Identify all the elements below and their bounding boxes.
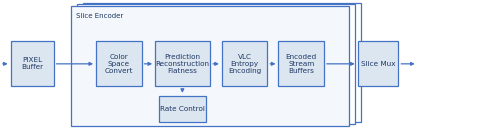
Text: VLC
Entropy
Encoding: VLC Entropy Encoding bbox=[228, 54, 261, 74]
Text: Slice Mux: Slice Mux bbox=[361, 61, 395, 67]
Bar bbox=[159, 96, 206, 122]
Bar bbox=[155, 41, 210, 86]
Bar bbox=[71, 6, 349, 126]
Text: Encoded
Stream
Buffers: Encoded Stream Buffers bbox=[286, 54, 317, 74]
Text: PIXEL
Buffer: PIXEL Buffer bbox=[21, 57, 43, 70]
Bar bbox=[278, 41, 324, 86]
Bar bbox=[11, 41, 54, 86]
Text: Color
Space
Convert: Color Space Convert bbox=[105, 54, 133, 74]
Text: Prediction
Reconstruction
Flatness: Prediction Reconstruction Flatness bbox=[156, 54, 210, 74]
Bar bbox=[77, 4, 355, 124]
Text: Slice Encoder: Slice Encoder bbox=[76, 13, 123, 19]
Bar bbox=[358, 41, 398, 86]
Bar bbox=[83, 3, 361, 122]
Text: Rate Control: Rate Control bbox=[160, 106, 205, 112]
Bar bbox=[96, 41, 142, 86]
Bar bbox=[222, 41, 267, 86]
